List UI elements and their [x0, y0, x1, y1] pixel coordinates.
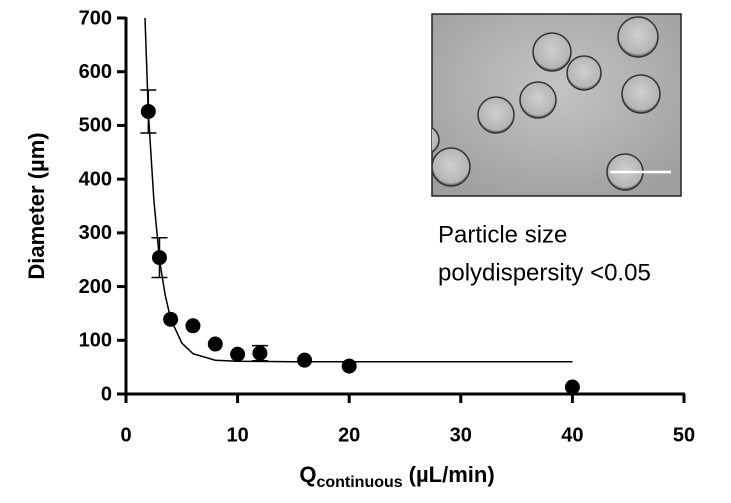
x-tick-label: 50 [673, 424, 695, 446]
data-point [185, 318, 201, 334]
x-axis-label-part: Q [299, 462, 316, 487]
x-axis-label-part: (µL/min) [409, 462, 495, 487]
x-tick-label: 40 [561, 424, 583, 446]
x-tick-label: 30 [450, 424, 472, 446]
x-tick-label: 0 [120, 424, 131, 446]
y-tick-label: 0 [101, 383, 112, 405]
x-tick-label: 20 [338, 424, 360, 446]
x-tick-label: 10 [226, 424, 248, 446]
data-point [252, 345, 268, 361]
data-point [207, 336, 223, 352]
fit-curve [144, 17, 573, 363]
data-point [564, 379, 580, 395]
annotation: polydispersity <0.05 [438, 259, 651, 286]
x-axis-label-part: continuous [316, 474, 402, 491]
data-point [341, 358, 357, 374]
x-axis-label: Qcontinuous (µL/min) [299, 462, 494, 491]
inset-micrograph [431, 13, 682, 197]
y-tick-label: 200 [79, 276, 112, 298]
y-tick-label: 100 [79, 330, 112, 352]
y-tick-label: 700 [79, 7, 112, 29]
y-axis-label: Diameter (µm) [24, 132, 49, 279]
y-tick-label: 500 [79, 115, 112, 137]
y-tick-label: 600 [79, 61, 112, 83]
annotation: Particle size [438, 221, 567, 248]
data-point [297, 352, 313, 368]
y-tick-label: 400 [79, 168, 112, 190]
y-tick-label: 300 [79, 222, 112, 244]
data-point [230, 346, 246, 362]
